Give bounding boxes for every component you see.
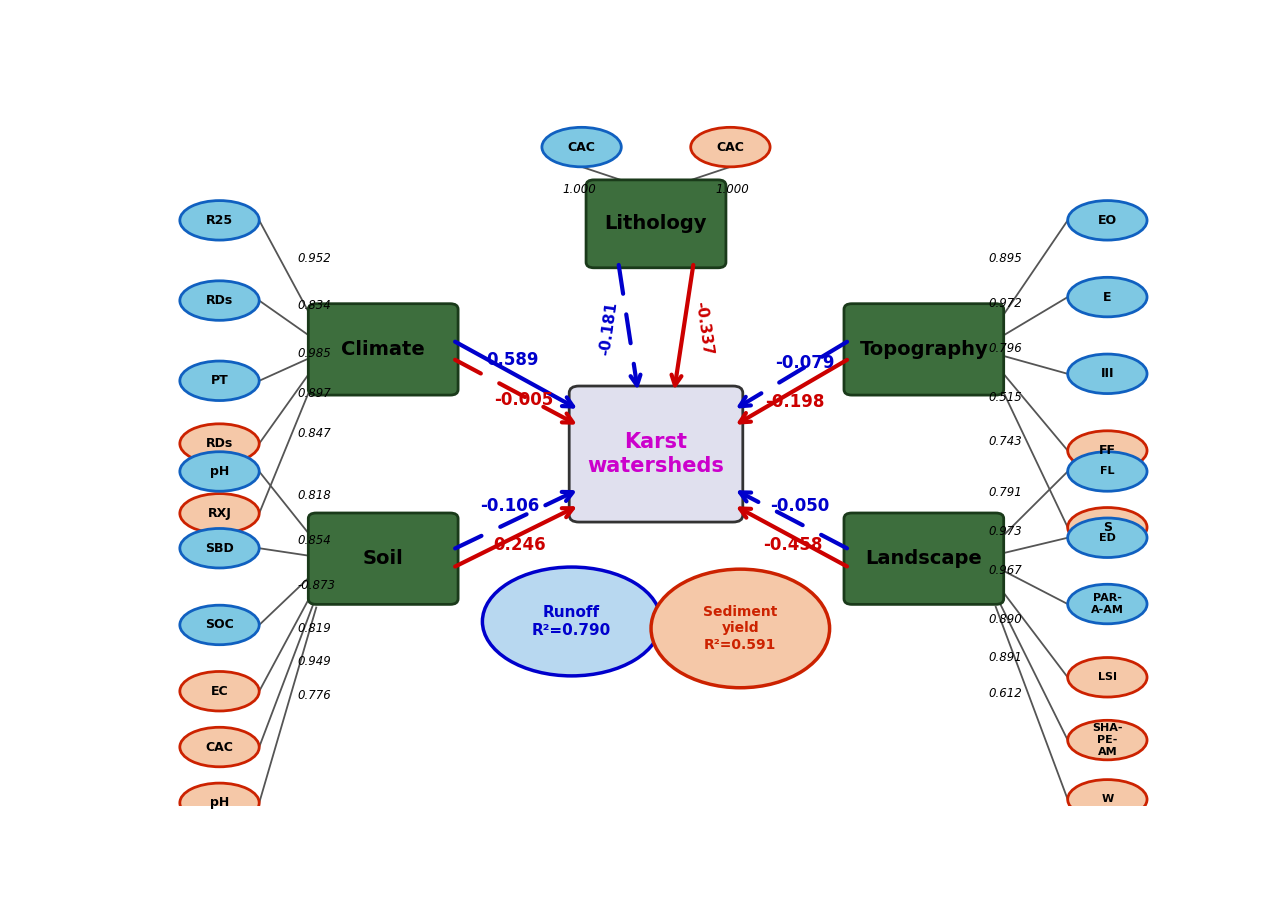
Text: 0.854: 0.854	[298, 534, 332, 547]
Text: RXJ: RXJ	[207, 506, 232, 520]
Text: Landscape: Landscape	[865, 549, 982, 568]
Text: -0.050: -0.050	[771, 497, 829, 516]
Ellipse shape	[691, 128, 771, 167]
FancyBboxPatch shape	[308, 304, 458, 395]
Text: 0.776: 0.776	[298, 689, 332, 701]
Text: EC: EC	[211, 685, 228, 698]
Text: 1.000: 1.000	[716, 183, 749, 196]
FancyBboxPatch shape	[586, 180, 726, 268]
Ellipse shape	[1068, 584, 1147, 624]
Text: Karst
watersheds: Karst watersheds	[588, 432, 724, 476]
Text: Climate: Climate	[342, 340, 425, 359]
Text: 0.972: 0.972	[988, 297, 1021, 310]
Ellipse shape	[1068, 430, 1147, 470]
Ellipse shape	[1068, 200, 1147, 240]
Text: RDs: RDs	[206, 437, 233, 450]
Text: ED: ED	[1100, 533, 1116, 543]
FancyBboxPatch shape	[844, 304, 1004, 395]
Text: FF: FF	[1098, 444, 1116, 457]
Text: Topography: Topography	[859, 340, 988, 359]
Text: 0.949: 0.949	[298, 655, 332, 669]
Ellipse shape	[179, 671, 260, 711]
Text: pH: pH	[210, 796, 229, 809]
Text: -0.079: -0.079	[776, 354, 835, 372]
Ellipse shape	[652, 569, 829, 688]
Text: 0.818: 0.818	[298, 488, 332, 502]
Text: 0.791: 0.791	[988, 486, 1021, 499]
Ellipse shape	[483, 567, 660, 676]
Text: R25: R25	[206, 214, 233, 226]
Ellipse shape	[179, 200, 260, 240]
Text: EO: EO	[1098, 214, 1117, 226]
Ellipse shape	[179, 783, 260, 823]
Text: 1.000: 1.000	[563, 183, 596, 196]
Text: 0.891: 0.891	[988, 651, 1021, 664]
Text: SHA-
PE-
AM: SHA- PE- AM	[1092, 724, 1123, 757]
Text: 0.895: 0.895	[988, 252, 1021, 265]
Text: 0.967: 0.967	[988, 564, 1021, 577]
Ellipse shape	[179, 452, 260, 491]
Ellipse shape	[1068, 354, 1147, 393]
Ellipse shape	[1068, 779, 1147, 819]
Text: 0.515: 0.515	[988, 391, 1021, 404]
Ellipse shape	[179, 605, 260, 645]
Text: W: W	[1101, 795, 1114, 805]
Text: -0.181: -0.181	[598, 301, 620, 356]
Text: PT: PT	[211, 374, 228, 387]
Text: 0.834: 0.834	[298, 299, 332, 313]
Ellipse shape	[1068, 507, 1147, 547]
Text: -0.337: -0.337	[692, 301, 714, 356]
Text: 0.890: 0.890	[988, 613, 1021, 626]
Ellipse shape	[1068, 452, 1147, 491]
Ellipse shape	[1068, 277, 1147, 317]
Text: Runoff
R²=0.790: Runoff R²=0.790	[532, 605, 612, 638]
Text: -0.458: -0.458	[763, 535, 823, 554]
Text: 0.985: 0.985	[298, 347, 332, 360]
Text: pH: pH	[210, 465, 229, 478]
Text: 0.847: 0.847	[298, 427, 332, 440]
Ellipse shape	[1068, 658, 1147, 697]
Ellipse shape	[179, 281, 260, 321]
Ellipse shape	[179, 494, 260, 533]
Text: FL: FL	[1100, 467, 1115, 477]
Text: Sediment
yield
R²=0.591: Sediment yield R²=0.591	[703, 605, 777, 651]
Text: RDs: RDs	[206, 294, 233, 307]
Text: 0.612: 0.612	[988, 687, 1021, 699]
Ellipse shape	[1068, 720, 1147, 760]
Text: 0.952: 0.952	[298, 252, 332, 265]
Text: 0.589: 0.589	[486, 351, 539, 369]
Text: CAC: CAC	[717, 140, 745, 154]
Ellipse shape	[179, 424, 260, 463]
Text: Lithology: Lithology	[604, 215, 708, 234]
FancyBboxPatch shape	[308, 513, 458, 604]
Text: CAC: CAC	[206, 740, 233, 754]
Text: S: S	[1103, 521, 1112, 534]
Text: 0.973: 0.973	[988, 525, 1021, 538]
Ellipse shape	[1068, 518, 1147, 557]
Ellipse shape	[179, 528, 260, 568]
Text: -0.873: -0.873	[298, 579, 335, 593]
Text: -0.198: -0.198	[765, 392, 824, 410]
Text: SOC: SOC	[205, 619, 234, 631]
Text: E: E	[1103, 291, 1111, 304]
Text: 0.743: 0.743	[988, 435, 1021, 448]
Text: Soil: Soil	[362, 549, 403, 568]
Text: III: III	[1101, 367, 1114, 381]
Text: 0.246: 0.246	[493, 535, 545, 554]
FancyBboxPatch shape	[844, 513, 1004, 604]
Text: CAC: CAC	[567, 140, 595, 154]
Ellipse shape	[179, 728, 260, 766]
Ellipse shape	[179, 361, 260, 400]
Text: LSI: LSI	[1098, 672, 1117, 682]
FancyBboxPatch shape	[570, 386, 742, 522]
Text: 0.897: 0.897	[298, 387, 332, 400]
Ellipse shape	[541, 128, 621, 167]
Text: SBD: SBD	[205, 542, 234, 554]
Text: 0.819: 0.819	[298, 622, 332, 635]
Text: -0.005: -0.005	[494, 390, 554, 409]
Text: 0.796: 0.796	[988, 342, 1021, 355]
Text: -0.106: -0.106	[480, 497, 540, 516]
Text: PAR-
A-AM: PAR- A-AM	[1091, 593, 1124, 615]
